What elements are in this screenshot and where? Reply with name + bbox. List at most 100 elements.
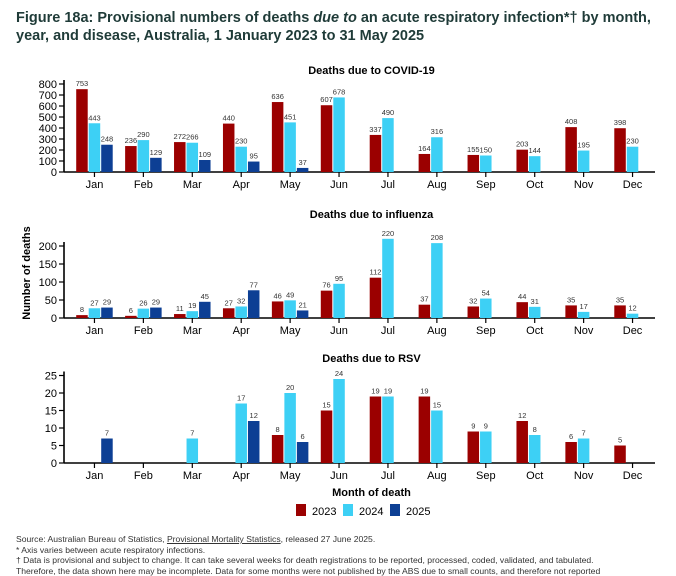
bar-2024-apr: [235, 404, 247, 464]
data-label: 8: [533, 425, 537, 434]
bar-2023-sep: [468, 306, 480, 318]
legend-swatch-2025: [390, 504, 400, 516]
y-tick-label: 0: [51, 313, 57, 325]
x-tick-label: Dec: [623, 470, 643, 482]
bar-2023-nov: [565, 442, 577, 463]
panel-title-deaths-due-to-rsv: Deaths due to RSV: [322, 353, 421, 365]
data-label: 607: [320, 95, 333, 104]
data-label: 54: [482, 289, 490, 298]
data-label: 451: [284, 112, 297, 121]
data-label: 15: [433, 401, 441, 410]
x-tick-label: May: [280, 470, 301, 482]
data-label: 29: [103, 298, 111, 307]
bar-2025-jan: [101, 308, 113, 318]
bar-2025-may: [297, 442, 309, 463]
y-tick-label: 600: [39, 101, 57, 113]
provisional-note-continued: Therefore, the data shown here may be in…: [16, 566, 676, 576]
data-label: 236: [125, 136, 138, 145]
x-tick-label: Jan: [86, 179, 104, 191]
y-tick-label: 700: [39, 90, 57, 102]
bar-2023-may: [272, 301, 284, 318]
x-tick-label: May: [280, 179, 301, 191]
data-label: 12: [628, 304, 636, 313]
data-label: 19: [188, 301, 196, 310]
x-tick-label: Oct: [526, 470, 543, 482]
data-label: 6: [129, 306, 133, 315]
data-label: 230: [235, 137, 248, 146]
bar-2024-sep: [480, 156, 492, 173]
source-prefix: Source: Australian Bureau of Statistics,: [16, 534, 167, 544]
bar-2023-may: [272, 102, 284, 172]
source-link[interactable]: Provisional Mortality Statistics: [167, 534, 281, 544]
data-label: 17: [579, 302, 587, 311]
bar-2025-may: [297, 168, 309, 172]
x-tick-label: Mar: [183, 470, 202, 482]
bar-2024-nov: [578, 312, 590, 318]
bar-2024-jul: [382, 118, 394, 172]
x-tick-label: Aug: [427, 325, 447, 337]
data-label: 208: [431, 233, 444, 242]
data-label: 753: [76, 79, 89, 88]
bar-2025-mar: [199, 160, 211, 172]
bar-2023-sep: [468, 155, 480, 172]
data-label: 19: [371, 387, 379, 396]
bar-2024-may: [284, 122, 296, 172]
data-label: 27: [225, 298, 233, 307]
data-label: 150: [480, 146, 493, 155]
x-tick-label: Aug: [427, 179, 447, 191]
bar-2024-nov: [578, 151, 590, 172]
x-tick-label: Aug: [427, 470, 447, 482]
axis-note: * Axis varies between acute respiratory …: [16, 545, 676, 556]
bar-2023-aug: [419, 154, 431, 172]
data-label: 32: [469, 296, 477, 305]
x-tick-label: Apr: [233, 325, 250, 337]
data-label: 6: [569, 432, 573, 441]
data-label: 6: [301, 432, 305, 441]
y-tick-label: 300: [39, 134, 57, 146]
data-label: 15: [322, 401, 330, 410]
data-label: 636: [271, 92, 284, 101]
x-tick-label: Mar: [183, 325, 202, 337]
data-label: 12: [518, 411, 526, 420]
x-tick-label: Oct: [526, 325, 543, 337]
bar-2023-feb: [125, 146, 137, 172]
data-label: 9: [471, 422, 475, 431]
bar-2023-mar: [174, 314, 186, 318]
legend-swatch-2024: [343, 504, 353, 516]
data-label: 7: [582, 429, 586, 438]
bar-2023-dec: [614, 128, 626, 172]
data-label: 398: [614, 118, 627, 127]
data-label: 195: [577, 141, 590, 150]
data-label: 109: [199, 150, 212, 159]
bar-2023-aug: [419, 397, 431, 464]
x-tick-label: Oct: [526, 179, 543, 191]
bar-2023-sep: [468, 432, 480, 464]
x-tick-label: Jul: [381, 325, 395, 337]
bar-2024-may: [284, 300, 296, 318]
data-label: 35: [567, 295, 575, 304]
bar-2023-jan: [76, 89, 88, 172]
data-label: 11: [176, 304, 184, 313]
bar-2024-aug: [431, 411, 443, 464]
data-label: 76: [322, 281, 330, 290]
y-tick-label: 400: [39, 123, 57, 135]
bar-2024-jan: [89, 123, 101, 172]
data-label: 248: [101, 135, 114, 144]
y-tick-label: 25: [45, 371, 57, 383]
data-label: 49: [286, 290, 294, 299]
bar-2024-jun: [333, 97, 345, 172]
bar-2023-feb: [125, 316, 137, 318]
bar-2025-jan: [101, 145, 113, 172]
x-tick-label: Jan: [86, 470, 104, 482]
y-tick-label: 0: [51, 167, 57, 179]
figure-notes: Source: Australian Bureau of Statistics,…: [16, 534, 676, 576]
data-label: 37: [298, 158, 306, 167]
x-axis-title: Month of death: [332, 487, 411, 499]
x-tick-label: Sep: [476, 470, 496, 482]
bar-2024-apr: [235, 306, 247, 318]
x-tick-label: Nov: [574, 325, 594, 337]
data-label: 443: [88, 113, 101, 122]
data-label: 8: [276, 425, 280, 434]
data-label: 220: [382, 229, 395, 238]
